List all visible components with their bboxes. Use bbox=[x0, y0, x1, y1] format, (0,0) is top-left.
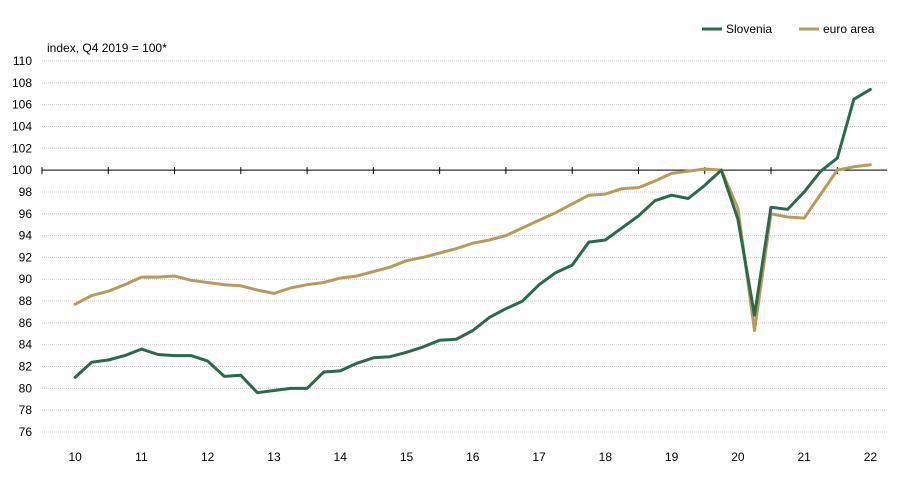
y-tick-label: 102 bbox=[12, 141, 32, 155]
x-axis-tick-labels: 10 11 12 13 14 15 16 17 18 19 20 21 22 bbox=[68, 450, 877, 464]
y-axis-tick-labels: 76 78 80 82 84 86 88 90 92 94 96 98 100 102 104 106 108 1… bbox=[12, 54, 32, 439]
x-tick-label: 14 bbox=[334, 450, 348, 464]
x-tick-label: 17 bbox=[532, 450, 546, 464]
y-axis-label: index, Q4 2019 = 100* bbox=[47, 41, 167, 55]
series-line-slovenia bbox=[73, 87, 872, 395]
x-tick-label: 19 bbox=[665, 450, 679, 464]
x-tick-label: 20 bbox=[731, 450, 745, 464]
y-tick-label: 88 bbox=[19, 294, 33, 308]
y-tick-label: 100 bbox=[12, 163, 32, 177]
x-tick-label: 15 bbox=[400, 450, 414, 464]
x-tick-label: 11 bbox=[135, 450, 148, 464]
series-lines bbox=[73, 87, 872, 395]
y-tick-label: 110 bbox=[13, 54, 32, 68]
x-tick-label: 10 bbox=[68, 450, 82, 464]
y-tick-label: 96 bbox=[19, 207, 33, 221]
y-tick-label: 98 bbox=[19, 185, 33, 199]
reference-line-group bbox=[41, 167, 887, 175]
x-tick-label: 18 bbox=[599, 450, 613, 464]
x-tick-label: 22 bbox=[864, 450, 878, 464]
y-tick-label: 78 bbox=[19, 403, 33, 417]
y-tick-label: 108 bbox=[12, 76, 32, 90]
y-tick-label: 92 bbox=[19, 250, 33, 264]
x-tick-label: 13 bbox=[267, 450, 281, 464]
series-line-euro-area bbox=[73, 163, 872, 332]
y-tick-label: 104 bbox=[12, 119, 32, 133]
y-tick-label: 76 bbox=[19, 425, 33, 439]
legend-label-euro-area: euro area bbox=[823, 22, 875, 36]
x-tick-label: 21 bbox=[797, 450, 811, 464]
y-tick-label: 84 bbox=[19, 338, 33, 352]
y-tick-label: 82 bbox=[19, 360, 33, 374]
legend-label-slovenia: Slovenia bbox=[726, 22, 772, 36]
x-tick-label: 12 bbox=[201, 450, 215, 464]
x-tick-label: 16 bbox=[466, 450, 480, 464]
legend: Slovenia euro area bbox=[702, 22, 875, 36]
y-tick-label: 94 bbox=[19, 229, 33, 243]
y-tick-label: 106 bbox=[12, 98, 32, 112]
y-tick-label: 90 bbox=[19, 272, 33, 286]
y-tick-label: 80 bbox=[19, 381, 33, 395]
y-tick-label: 86 bbox=[19, 316, 33, 330]
